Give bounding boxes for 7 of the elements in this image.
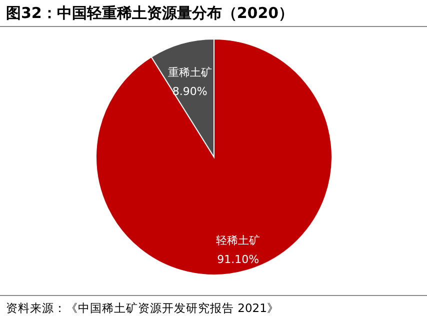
slice-label: 轻稀土矿	[216, 234, 260, 247]
pie-slice	[95, 38, 332, 276]
chart-title: 图32：中国轻重稀土资源量分布（2020）	[0, 0, 427, 27]
text: 资料来源：《中国稀土矿资源开发研究报告 2021》	[0, 295, 427, 321]
slice-label: 重稀土矿	[167, 66, 212, 80]
data-label: 91.10%	[216, 252, 259, 266]
data-label: 8.90%	[172, 85, 207, 98]
